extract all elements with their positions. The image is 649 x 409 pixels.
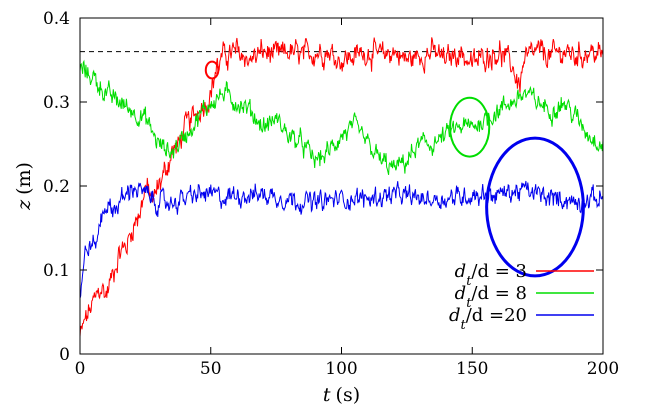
axis-ticks: 0 50 100 150 200 0 0.1 0.2 0.3 0.4	[43, 9, 619, 379]
axis-labels: t (s) z(m)	[13, 162, 360, 406]
annotation-circle-2	[449, 96, 491, 158]
annotation-circle-1	[204, 60, 220, 80]
annotation-circle-3	[485, 136, 585, 278]
y-tick-label: 0.2	[43, 177, 70, 197]
y-tick-label: 0.4	[43, 9, 70, 29]
x-tick-label: 0	[75, 359, 86, 379]
x-tick-label: 50	[200, 359, 222, 379]
y-axis-label: z(m)	[13, 162, 35, 211]
x-tick-label: 200	[587, 359, 619, 379]
y-tick-label: 0	[59, 345, 70, 365]
x-tick-label: 150	[456, 359, 488, 379]
y-tick-label: 0.3	[43, 93, 70, 113]
series-line-3	[80, 180, 603, 299]
series-line-2	[80, 59, 603, 176]
legend-label-2: dt/d = 8	[455, 283, 527, 311]
y-tick-label: 0.1	[43, 261, 70, 281]
x-tick-label: 100	[325, 359, 357, 379]
legend-label-1: dt/d = 3	[455, 261, 527, 289]
x-axis-label: t (s)	[323, 384, 360, 406]
legend: dt/d = 3dt/d = 8dt/d =20	[449, 261, 594, 333]
series-line-1	[80, 37, 603, 337]
legend-label-3: dt/d =20	[449, 305, 527, 333]
